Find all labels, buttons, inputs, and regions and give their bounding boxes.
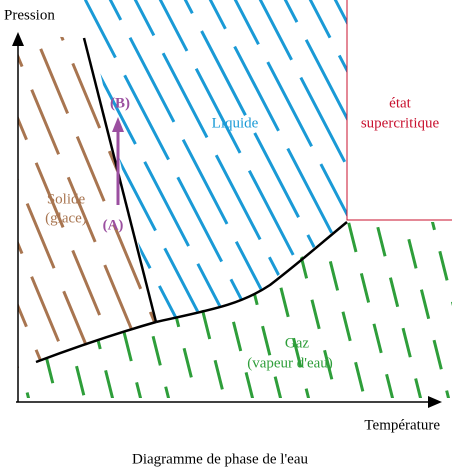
gas-label: Gaz: [285, 335, 309, 351]
x-axis-label: Température: [364, 417, 440, 433]
hatch-line: [118, 222, 242, 398]
hatch-line: [314, 222, 438, 398]
hatch-line: [18, 35, 32, 368]
caption: Diagramme de phase de l'eau: [132, 451, 308, 467]
supercritical-sublabel: supercritique: [361, 115, 440, 131]
hatch-line: [342, 222, 452, 398]
hatch-line: [20, 222, 130, 398]
y-axis-label: Pression: [4, 7, 55, 23]
hatch-line: [350, 0, 452, 460]
liquid-hatching: [0, 0, 452, 460]
hatch-line: [323, 0, 347, 322]
hatch-line: [350, 0, 452, 460]
solid-hatching: [0, 0, 452, 460]
point-a: (A): [103, 217, 124, 233]
y-arrow: [12, 32, 24, 46]
hatch-line: [84, 0, 277, 322]
transition-arrowhead: [112, 117, 124, 132]
hatch-line: [18, 35, 156, 368]
hatch-line: [18, 35, 156, 368]
hatch-line: [402, 0, 452, 460]
hatch-line: [400, 0, 452, 460]
hatch-line: [20, 222, 74, 398]
hatch-line: [398, 222, 452, 398]
hatch-line: [0, 0, 50, 460]
supercritical-border: [346, 0, 452, 221]
vaporization-curve: [155, 221, 348, 324]
hatch-line: [84, 0, 302, 322]
hatch-line: [174, 222, 298, 398]
hatch-line: [428, 0, 452, 460]
hatch-line: [324, 0, 452, 460]
fusion-curve: [82, 37, 158, 323]
hatch-line: [20, 222, 102, 398]
hatch-line: [84, 0, 327, 322]
point-b: (B): [110, 95, 130, 111]
hatch-line: [0, 0, 16, 460]
hatch-line: [0, 0, 25, 460]
hatch-line: [18, 35, 84, 368]
hatch-line: [123, 0, 347, 322]
hatch-line: [148, 0, 347, 322]
hatch-line: [98, 0, 347, 322]
supercritical-label: état: [389, 95, 411, 111]
solid-label: Solide: [47, 191, 86, 207]
hatch-line: [298, 0, 347, 322]
hatch-line: [34, 222, 158, 398]
hatch-line: [62, 35, 156, 368]
sublimation-curve: [35, 320, 157, 364]
hatch-line: [173, 0, 347, 322]
hatch-line: [376, 0, 452, 460]
hatch-line: [375, 0, 452, 460]
gas-hatching: [0, 0, 452, 460]
hatch-line: [286, 222, 410, 398]
hatch-line: [258, 222, 382, 398]
hatch-line: [0, 0, 4, 460]
hatch-line: [273, 0, 347, 322]
hatch-line: [426, 222, 452, 398]
x-arrow: [428, 396, 442, 408]
hatch-line: [146, 222, 270, 398]
hatch-line: [84, 0, 177, 322]
liquid-label: Liquide: [212, 115, 259, 131]
hatch-line: [18, 35, 136, 368]
hatch-line: [18, 35, 156, 368]
hatch-line: [198, 0, 347, 322]
solid-sublabel: (glace): [45, 210, 87, 226]
gas-sublabel: (vapeur d'eau): [247, 355, 333, 371]
hatch-line: [370, 222, 452, 398]
